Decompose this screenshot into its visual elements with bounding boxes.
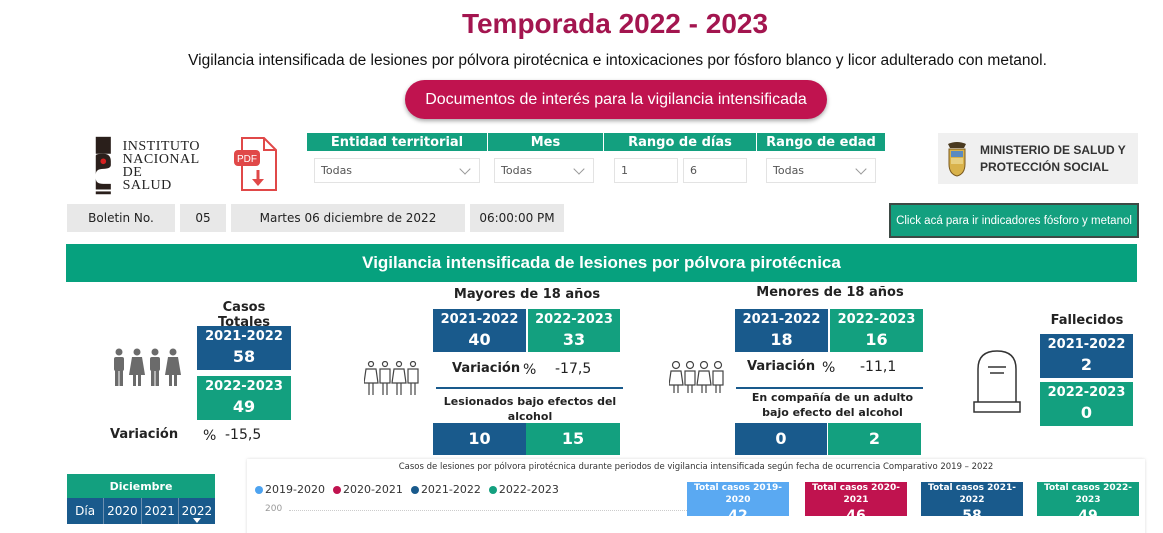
casos-totales-prev: 2021-2022 58 xyxy=(197,326,291,370)
mayores-prev: 2021-2022 40 xyxy=(433,309,526,352)
menores-prev: 2021-2022 18 xyxy=(735,309,828,352)
menores-alcohol-curr: 2 xyxy=(828,423,921,455)
mayores-variation-label: Variación xyxy=(452,361,521,376)
diciembre-table-title: Diciembre xyxy=(67,474,215,498)
rango-dias-to-value: 6 xyxy=(690,164,697,177)
bulletin-time: 06:00:00 PM xyxy=(470,204,564,232)
ins-logo: Instituto Nacional de Salud xyxy=(92,133,217,198)
column-header-2021[interactable]: 2021 xyxy=(142,498,179,524)
mayores-title: Mayores de 18 años xyxy=(453,287,601,302)
tombstone-icon xyxy=(972,347,1022,421)
page-subtitle: Vigilancia intensificada de lesiones por… xyxy=(188,52,1047,69)
ins-logo-mark-icon xyxy=(95,136,111,194)
legend-dot-icon xyxy=(488,485,497,494)
children-outline-icon xyxy=(668,360,725,399)
legend-item[interactable]: 2020-2021 xyxy=(332,483,403,496)
total-card-2022-2023: Total casos 2022-2023 49 xyxy=(1037,482,1139,524)
column-header-dia[interactable]: Día xyxy=(67,498,105,524)
chart-title: Casos de lesiones por pólvora pirotécnic… xyxy=(398,462,994,472)
legend-item[interactable]: 2019-2020 xyxy=(255,483,325,496)
bulletin-number: 05 xyxy=(180,204,226,232)
total-card-2021-2022: Total casos 2021-2022 58 xyxy=(921,482,1023,524)
legend-dot-icon xyxy=(332,485,341,494)
entidad-value: Todas xyxy=(321,164,353,177)
chevron-down-icon xyxy=(459,162,471,175)
chevron-down-icon xyxy=(855,162,867,175)
minsalud-logo: MINISTERIO DE SALUD Y PROTECCIÓN SOCIAL xyxy=(938,133,1138,184)
filter-rango-edad-label: Rango de edad xyxy=(757,133,885,151)
mayores-alcohol-curr: 15 xyxy=(526,423,620,455)
rango-edad-dropdown[interactable]: Todas xyxy=(766,158,876,183)
fosforo-metanol-button[interactable]: Click acá para ir indicadores fósforo y … xyxy=(891,205,1137,236)
casos-totales-variation-symbol: % xyxy=(203,428,217,444)
legend-dot-icon xyxy=(410,485,419,494)
bulletin-date: Martes 06 diciembre de 2022 xyxy=(231,204,465,232)
svg-text:PDF: PDF xyxy=(237,154,257,165)
filter-rango-dias-label: Rango de días xyxy=(604,133,756,151)
bulletin-label: Boletin No. xyxy=(67,204,175,232)
mayores-alcohol-title: Lesionados bajo efectos del alcohol xyxy=(443,395,617,423)
legend-item[interactable]: 2022-2023 xyxy=(488,483,559,496)
menores-variation-value: -11,1 xyxy=(860,359,897,375)
people-group-icon xyxy=(110,348,184,392)
casos-totales-variation-label: Variación xyxy=(110,427,179,442)
menores-variation-symbol: % xyxy=(822,360,836,376)
mayores-divider xyxy=(436,387,623,389)
mayores-variation-symbol: % xyxy=(523,362,537,378)
mes-dropdown[interactable]: Todas xyxy=(494,158,594,183)
adults-outline-icon xyxy=(363,360,420,401)
filter-mes-label: Mes xyxy=(488,133,603,151)
casos-totales-variation-value: -15,5 xyxy=(225,427,262,443)
mayores-alcohol-prev: 10 xyxy=(433,423,526,455)
mes-value: Todas xyxy=(501,164,533,177)
legend-dot-icon xyxy=(255,485,263,494)
filter-entidad-label: Entidad territorial xyxy=(307,133,487,151)
menores-divider xyxy=(736,387,923,389)
rango-dias-to-input[interactable]: 6 xyxy=(683,158,747,183)
documents-button[interactable]: Documentos de interés para la vigilancia… xyxy=(405,80,827,119)
menores-alcohol-title: En compañía de un adulto bajo efecto del… xyxy=(751,391,914,419)
column-header-2022[interactable]: 2022 xyxy=(179,498,215,524)
legend-item[interactable]: 2021-2022 xyxy=(410,483,481,496)
menores-title: Menores de 18 años xyxy=(756,285,904,300)
rango-dias-from-value: 1 xyxy=(621,164,628,177)
fallecidos-title: Fallecidos xyxy=(1050,313,1124,328)
chart-legend: 2019-2020 2020-2021 2021-2022 2022-2023 xyxy=(255,483,559,496)
fallecidos-curr: 2022-2023 0 xyxy=(1040,382,1133,426)
total-card-2019-2020: Total casos 2019-2020 42 xyxy=(687,482,789,524)
y-axis-tick: 200 xyxy=(265,504,283,514)
rango-edad-value: Todas xyxy=(773,164,805,177)
page-title: Temporada 2022 - 2023 xyxy=(461,8,769,39)
casos-totales-curr: 2022-2023 49 xyxy=(197,376,291,420)
entidad-dropdown[interactable]: Todas xyxy=(314,158,480,183)
sort-descending-icon xyxy=(192,518,201,523)
colombia-coat-of-arms-icon xyxy=(948,141,966,177)
total-card-2020-2021: Total casos 2020-2021 46 xyxy=(805,482,907,524)
mayores-variation-value: -17,5 xyxy=(555,361,592,377)
menores-alcohol-prev: 0 xyxy=(735,423,827,455)
diciembre-table-header: Día 2020 2021 2022 xyxy=(67,498,215,524)
gridline xyxy=(289,510,689,511)
column-header-2020[interactable]: 2020 xyxy=(104,498,142,524)
minsalud-line2: PROTECCIÓN SOCIAL xyxy=(980,159,1109,174)
pdf-download-icon[interactable]: PDF xyxy=(232,136,280,192)
mayores-curr: 2022-2023 33 xyxy=(528,309,620,352)
rango-dias-from-input[interactable]: 1 xyxy=(614,158,678,183)
section-title: Vigilancia intensificada de lesiones por… xyxy=(66,244,1137,282)
cases-chart: Casos de lesiones por pólvora pirotécnic… xyxy=(247,459,1145,533)
ins-logo-text: Instituto Nacional de Salud xyxy=(122,138,200,193)
fallecidos-prev: 2021-2022 2 xyxy=(1040,334,1133,378)
minsalud-line1: MINISTERIO DE SALUD Y xyxy=(980,142,1126,157)
menores-curr: 2022-2023 16 xyxy=(830,309,923,352)
menores-variation-label: Variación xyxy=(747,359,816,374)
chevron-down-icon xyxy=(573,162,585,175)
